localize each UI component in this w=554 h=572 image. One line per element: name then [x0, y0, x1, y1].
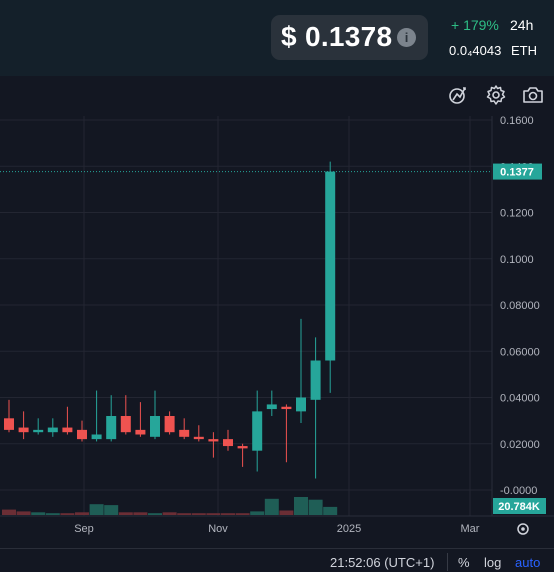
volume-bar: [89, 504, 104, 515]
volume-bar: [104, 505, 119, 515]
camera-icon[interactable]: [522, 84, 544, 106]
indicator-icon[interactable]: [447, 84, 469, 106]
price-header: $ 0.1378 i + 179% 24h 0.0₄4043 ETH: [0, 0, 554, 76]
candle-body: [91, 434, 102, 440]
volume-bars: [2, 497, 338, 515]
axis-settings-dot: [521, 527, 525, 531]
volume-bar: [191, 513, 206, 515]
divider: [447, 553, 448, 571]
candle-body: [33, 429, 44, 433]
candle-body: [150, 416, 160, 437]
last-price-badge: [493, 163, 542, 180]
y-tick-label: 0.1000: [500, 254, 534, 266]
volume-bar: [250, 511, 265, 515]
volume-bar: [148, 513, 162, 515]
y-tick-label: 0.08000: [500, 300, 540, 312]
x-tick-label: Mar: [461, 523, 480, 535]
candle-body: [310, 360, 321, 400]
time-axis: Sep Nov 2025 Mar: [0, 515, 554, 535]
price-chart[interactable]: 0.16000.14000.12000.10000.080000.060000.…: [0, 116, 554, 572]
volume-bar: [264, 498, 279, 515]
candle-body: [164, 416, 175, 433]
y-tick-label: 0.1200: [500, 208, 534, 220]
y-tick-label: 0.06000: [500, 346, 540, 358]
bottom-divider: [0, 548, 554, 549]
candle-body: [135, 429, 146, 435]
candle-body: [193, 436, 204, 440]
y-tick-label: 0.04000: [500, 393, 540, 405]
volume-bar: [279, 510, 294, 515]
y-tick-label: 0.1600: [500, 116, 534, 127]
info-icon[interactable]: i: [397, 28, 416, 47]
volume-bar: [60, 513, 75, 515]
eth-price: 0.0₄4043: [449, 43, 502, 58]
volume-bar: [221, 513, 235, 515]
candle-body: [252, 411, 263, 451]
volume-bar: [31, 512, 46, 515]
volume-bar: [235, 513, 250, 515]
auto-scale-button[interactable]: auto: [515, 555, 541, 570]
volume-bar: [206, 513, 221, 515]
volume-label: 20.784K: [498, 501, 540, 513]
candlesticks: [4, 161, 336, 479]
volume-badge: [493, 498, 546, 514]
candle-body: [18, 427, 29, 433]
chart-grid: [0, 116, 492, 516]
x-tick-label: Nov: [208, 523, 228, 535]
candle-body: [296, 397, 306, 412]
volume-bar: [118, 512, 133, 515]
candle-body: [325, 171, 336, 361]
volume-bar: [133, 512, 148, 515]
price-pill: $ 0.1378 i: [271, 15, 428, 60]
candle-body: [179, 429, 190, 437]
axis-settings-ring: [517, 523, 529, 535]
last-price-label: 0.1377: [500, 167, 534, 179]
candle-body: [47, 427, 58, 433]
candle-body: [266, 404, 277, 410]
y-tick-label: -0.0000: [500, 485, 537, 497]
volume-bar: [308, 499, 323, 515]
x-tick-label: 2025: [337, 523, 361, 535]
candle-body: [4, 418, 14, 430]
change-period: 24h: [510, 17, 534, 33]
candle-body: [77, 429, 87, 440]
volume-bar: [16, 511, 31, 515]
volume-bar: [177, 513, 192, 515]
y-tick-label: 0.02000: [500, 439, 540, 451]
price-overlay: 0.1377 20.784K: [0, 163, 546, 535]
log-scale-button[interactable]: log: [484, 555, 502, 570]
price-change: + 179%: [451, 17, 499, 33]
current-price: $ 0.1378: [281, 21, 393, 52]
clock-label: 21:52:06 (UTC+1): [330, 555, 435, 570]
x-tick-label: Sep: [74, 523, 94, 535]
candle-body: [208, 439, 219, 442]
volume-bar: [75, 512, 89, 515]
volume-bar: [45, 513, 60, 515]
candle-body: [62, 427, 73, 433]
percent-scale-button[interactable]: %: [458, 555, 470, 570]
candle-body: [106, 416, 117, 440]
volume-bar: [162, 512, 177, 515]
volume-bar: [294, 497, 308, 515]
axis-settings-icon: [517, 523, 529, 535]
candle-body: [281, 406, 292, 410]
volume-bar: [2, 509, 16, 515]
candle-body: [237, 446, 248, 449]
gear-icon[interactable]: [485, 84, 507, 106]
eth-unit: ETH: [511, 43, 537, 58]
candle-body: [223, 439, 233, 447]
candle-body: [120, 416, 131, 433]
volume-bar: [323, 506, 338, 515]
